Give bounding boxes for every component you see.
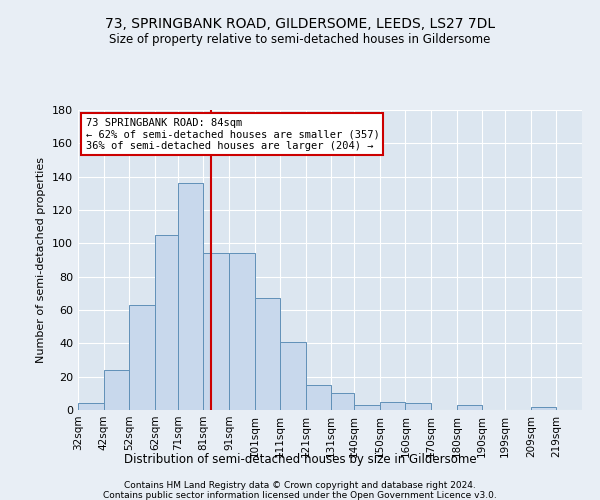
Bar: [229, 254, 254, 410]
Bar: [129, 305, 155, 410]
Bar: [380, 402, 406, 410]
Text: 73, SPRINGBANK ROAD, GILDERSOME, LEEDS, LS27 7DL: 73, SPRINGBANK ROAD, GILDERSOME, LEEDS, …: [105, 18, 495, 32]
Text: 73 SPRINGBANK ROAD: 84sqm
← 62% of semi-detached houses are smaller (357)
36% of: 73 SPRINGBANK ROAD: 84sqm ← 62% of semi-…: [86, 118, 379, 150]
Bar: [331, 394, 355, 410]
Bar: [254, 298, 280, 410]
Text: Contains HM Land Registry data © Crown copyright and database right 2024.: Contains HM Land Registry data © Crown c…: [124, 481, 476, 490]
Y-axis label: Number of semi-detached properties: Number of semi-detached properties: [37, 157, 46, 363]
Bar: [355, 405, 380, 410]
Text: Size of property relative to semi-detached houses in Gildersome: Size of property relative to semi-detach…: [109, 32, 491, 46]
Bar: [178, 184, 203, 410]
Bar: [155, 235, 178, 410]
Bar: [104, 370, 129, 410]
Bar: [280, 342, 305, 410]
Bar: [457, 405, 482, 410]
Text: Contains public sector information licensed under the Open Government Licence v3: Contains public sector information licen…: [103, 491, 497, 500]
Bar: [305, 385, 331, 410]
Bar: [582, 406, 600, 410]
Bar: [531, 406, 556, 410]
Bar: [203, 254, 229, 410]
Text: Distribution of semi-detached houses by size in Gildersome: Distribution of semi-detached houses by …: [124, 452, 476, 466]
Bar: [78, 404, 104, 410]
Bar: [406, 404, 431, 410]
